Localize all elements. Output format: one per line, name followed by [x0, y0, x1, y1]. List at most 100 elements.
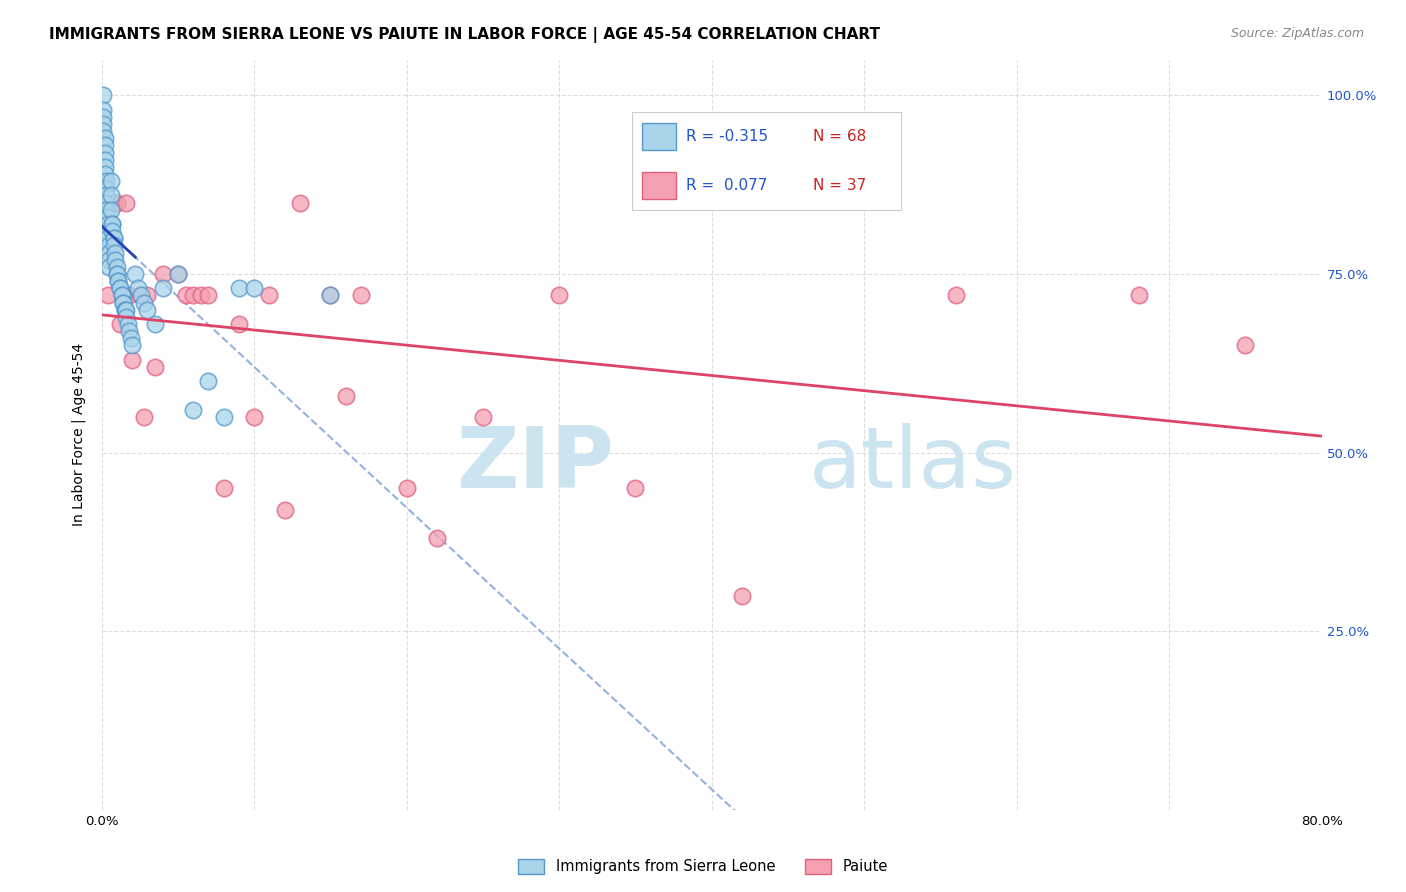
Point [1128, 288, 1150, 302]
Point [114, 302, 136, 317]
Point [134, 295, 156, 310]
Point [96, 174, 118, 188]
Point [124, 267, 146, 281]
Point [108, 317, 131, 331]
Point [128, 288, 150, 302]
Point [143, 317, 166, 331]
Point [548, 288, 571, 302]
Point [98, 245, 121, 260]
Point [110, 288, 132, 302]
Point [98, 238, 121, 252]
Point [94, 153, 117, 167]
Point [91, 103, 114, 117]
Point [228, 317, 250, 331]
Point [103, 238, 125, 252]
Point [197, 374, 219, 388]
Point [97, 231, 120, 245]
Point [97, 224, 120, 238]
Point [319, 288, 342, 302]
FancyBboxPatch shape [643, 172, 676, 199]
Point [101, 224, 124, 238]
Point [97, 217, 120, 231]
Point [471, 409, 494, 424]
Point [118, 324, 141, 338]
Point [100, 195, 122, 210]
Point [94, 160, 117, 174]
Point [101, 217, 124, 231]
Point [335, 388, 357, 402]
Point [426, 532, 449, 546]
Point [273, 503, 295, 517]
Point [105, 195, 128, 210]
Point [100, 174, 122, 188]
Point [105, 267, 128, 281]
Point [167, 267, 190, 281]
Point [288, 195, 311, 210]
Point [94, 131, 117, 145]
Point [115, 195, 138, 210]
Point [136, 302, 159, 317]
Point [94, 167, 117, 181]
Point [228, 281, 250, 295]
Point [103, 231, 125, 245]
Point [91, 117, 114, 131]
Point [105, 260, 128, 274]
Point [1234, 338, 1257, 352]
Point [319, 288, 342, 302]
Text: N = 68: N = 68 [813, 129, 866, 144]
Point [96, 202, 118, 217]
Point [181, 402, 204, 417]
FancyBboxPatch shape [643, 123, 676, 150]
Y-axis label: In Labor Force | Age 45-54: In Labor Force | Age 45-54 [72, 343, 86, 526]
Point [121, 338, 143, 352]
Point [259, 288, 281, 302]
Point [97, 288, 120, 302]
Text: ZIP: ZIP [457, 424, 614, 507]
Point [94, 145, 117, 160]
Text: N = 37: N = 37 [813, 178, 866, 193]
Text: Source: ZipAtlas.com: Source: ZipAtlas.com [1230, 27, 1364, 40]
Point [100, 188, 122, 202]
Point [118, 288, 141, 302]
Point [107, 274, 129, 288]
Point [108, 281, 131, 295]
Point [103, 195, 125, 210]
Point [243, 281, 266, 295]
Point [143, 359, 166, 374]
Point [107, 274, 129, 288]
Point [174, 288, 197, 302]
Point [91, 110, 114, 124]
Point [96, 188, 118, 202]
Point [731, 589, 754, 603]
Point [98, 260, 121, 274]
Text: R =  0.077: R = 0.077 [686, 178, 768, 193]
Point [104, 245, 127, 260]
Point [152, 281, 174, 295]
Point [624, 482, 647, 496]
Point [120, 331, 142, 345]
Point [112, 288, 135, 302]
Point [197, 288, 219, 302]
Point [110, 288, 132, 302]
Point [108, 281, 131, 295]
Point [350, 288, 373, 302]
Point [112, 295, 135, 310]
Point [98, 252, 121, 267]
FancyBboxPatch shape [633, 112, 901, 210]
Point [114, 302, 136, 317]
Point [91, 124, 114, 138]
Point [96, 181, 118, 195]
Point [167, 267, 190, 281]
Point [121, 352, 143, 367]
Point [152, 267, 174, 281]
Point [131, 288, 153, 302]
Point [97, 210, 120, 224]
Point [212, 409, 235, 424]
Point [190, 288, 212, 302]
Point [104, 252, 127, 267]
Point [115, 302, 138, 317]
Text: atlas: atlas [810, 424, 1018, 507]
Point [127, 281, 149, 295]
Point [96, 195, 118, 210]
Point [181, 288, 204, 302]
